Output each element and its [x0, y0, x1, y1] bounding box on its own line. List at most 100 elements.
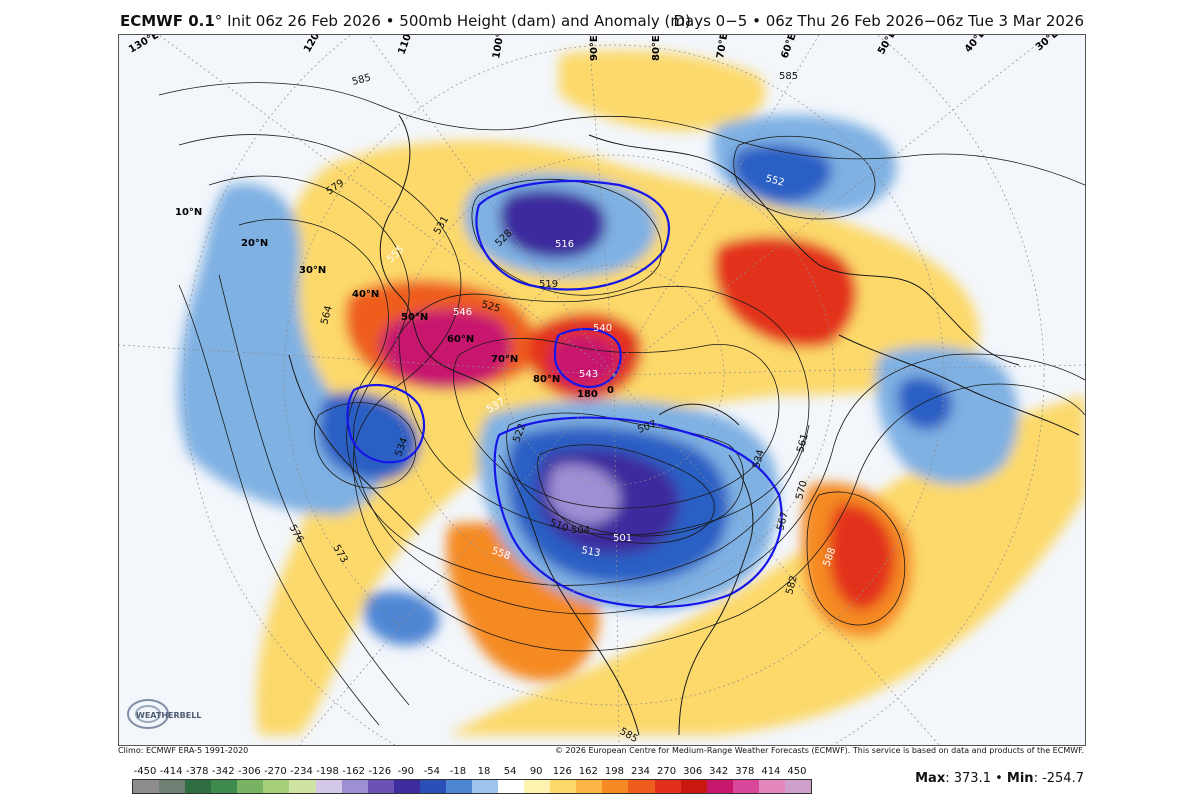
- contour-label: 534: [751, 448, 767, 469]
- contour-552-scandinavia: [733, 135, 876, 220]
- colorbar-swatch: [628, 780, 655, 793]
- aleutian-arc: [288, 354, 420, 536]
- contour-label: 546: [453, 307, 472, 318]
- weatherbell-logo: WEATHERBELL: [127, 699, 201, 729]
- contour-label: 504: [571, 525, 590, 536]
- init-time: Init 06z 26 Feb 2026: [227, 12, 381, 30]
- lat-circle-10: [183, 35, 1045, 745]
- subtropical-negative-anomaly: [364, 591, 440, 646]
- colorbar-tick-label: -450: [133, 766, 157, 777]
- colorbar-swatch: [602, 780, 629, 793]
- anomaly-map: 10°N 20°N 30°N 40°N 50°N 60°N 70°N 80°N …: [119, 35, 1085, 745]
- colorbar-swatch: [263, 780, 290, 793]
- max-value: 373.1: [953, 771, 991, 786]
- min-value: -254.7: [1042, 771, 1084, 786]
- zero-contour-siberia: [475, 180, 670, 291]
- logo-text: WEATHERBELL: [136, 711, 201, 720]
- climatology-note: Climo: ECMWF ERA-5 1991-2020: [118, 746, 249, 755]
- colorbar-swatch: [680, 780, 707, 793]
- lat-label-20n: 20°N: [241, 238, 268, 249]
- zero-anomaly-contours: [346, 180, 783, 609]
- height-contours: [158, 82, 1085, 726]
- contour-519-siberia: [471, 178, 662, 296]
- meridian-90e: [588, 35, 615, 376]
- colorbar-tick-label: 414: [761, 766, 781, 777]
- colorbar-tick-label: 234: [630, 766, 651, 777]
- contour-label: 564: [319, 304, 335, 325]
- colorbar-tick-label: 162: [578, 766, 598, 777]
- contour-label: 561: [795, 432, 811, 453]
- lat-label-60n: 60°N: [447, 334, 474, 345]
- colorbar-tick-label: 306: [683, 766, 703, 777]
- contour-label: 516: [555, 239, 574, 250]
- meridian-150w: [298, 374, 615, 745]
- colorbar-tick-label: -234: [290, 766, 313, 777]
- zero-contour-canada: [493, 416, 783, 609]
- map-panel: 10°N 20°N 30°N 40°N 50°N 60°N 70°N 80°N …: [118, 34, 1086, 746]
- contour-label: 519: [539, 279, 558, 290]
- contour-label: 570: [794, 479, 810, 500]
- greenland-coast: [658, 403, 740, 426]
- colorbar-swatch: [758, 780, 785, 793]
- north-america-east-coast: [678, 454, 754, 736]
- contour-label: 552: [764, 173, 785, 189]
- lon-label-90e: 90°E: [589, 35, 600, 61]
- scandinavia-peak-negative: [732, 144, 832, 203]
- contour-534: [453, 338, 780, 509]
- zero-contour-bering: [553, 328, 622, 389]
- gulf-alaska-negative-anomaly: [319, 392, 420, 481]
- lon-label-0: 0: [607, 385, 614, 396]
- logo-swirl: [127, 699, 169, 729]
- lat-label-50n: 50°N: [401, 312, 428, 323]
- contour-label: 513: [580, 545, 601, 559]
- colorbar-swatch: [654, 780, 681, 793]
- colorbar-tick-label: -198: [316, 766, 339, 777]
- contour-label: 501: [613, 533, 632, 544]
- mediterranean-coast: [838, 334, 1080, 436]
- colorbar-swatch: [784, 780, 812, 793]
- contour-570: [208, 175, 1085, 615]
- lat-circle-70: [503, 264, 725, 486]
- colorbar-tick-label: -90: [397, 766, 414, 777]
- min-label: Min: [1006, 771, 1034, 786]
- north-america-west-coast: [498, 454, 640, 736]
- contour-561: [238, 218, 810, 586]
- colorbar-swatch: [576, 780, 603, 793]
- colorbar-swatch: [185, 780, 212, 793]
- colorbar-tick-label: -270: [264, 766, 287, 777]
- colorbar-swatch: [524, 780, 551, 793]
- lat-circle-30: [283, 44, 945, 706]
- colorbar-swatch: [732, 780, 759, 793]
- contour-label: 567: [775, 510, 791, 531]
- colorbar-tick-label: -54: [423, 766, 441, 777]
- lat-circle-50: [393, 154, 835, 596]
- meridian-90w: [613, 374, 620, 745]
- lon-label-80e: 80°E: [651, 35, 662, 61]
- colorbar-swatch: [550, 780, 577, 793]
- colorbar-tick-label: 198: [604, 766, 624, 777]
- logo-swirl-inner: [135, 705, 161, 723]
- lat-label-80n: 80°N: [533, 374, 560, 385]
- contour-label: 585: [779, 71, 798, 82]
- hudson-bay-core: [548, 463, 620, 525]
- colorbar-swatch: [419, 780, 446, 793]
- contour-label: 525: [480, 299, 501, 315]
- colorbar-swatch: [393, 780, 420, 793]
- colorbar-tick-label: 90: [529, 766, 543, 777]
- colorbar: [132, 779, 812, 794]
- colorbar-swatch: [237, 780, 264, 793]
- coastlines: [288, 114, 1080, 736]
- colorbar-swatch: [367, 780, 394, 793]
- contour-label: 543: [579, 369, 598, 380]
- east-asia-peak-anomaly: [380, 309, 512, 390]
- colorbar-tick-label: -162: [342, 766, 365, 777]
- contour-label: 540: [593, 323, 612, 334]
- zero-contour-gulf: [346, 383, 426, 464]
- colorbar-swatch: [315, 780, 342, 793]
- lon-label-70e: 70°E: [715, 35, 730, 60]
- max-label: Max: [915, 771, 946, 786]
- colorbar-tick-label: 54: [503, 766, 517, 777]
- colorbar-tick-label: -126: [368, 766, 392, 777]
- map-title: ECMWF 0.1° Init 06z 26 Feb 2026 • 500mb …: [120, 12, 691, 30]
- lat-label-30n: 30°N: [299, 265, 326, 276]
